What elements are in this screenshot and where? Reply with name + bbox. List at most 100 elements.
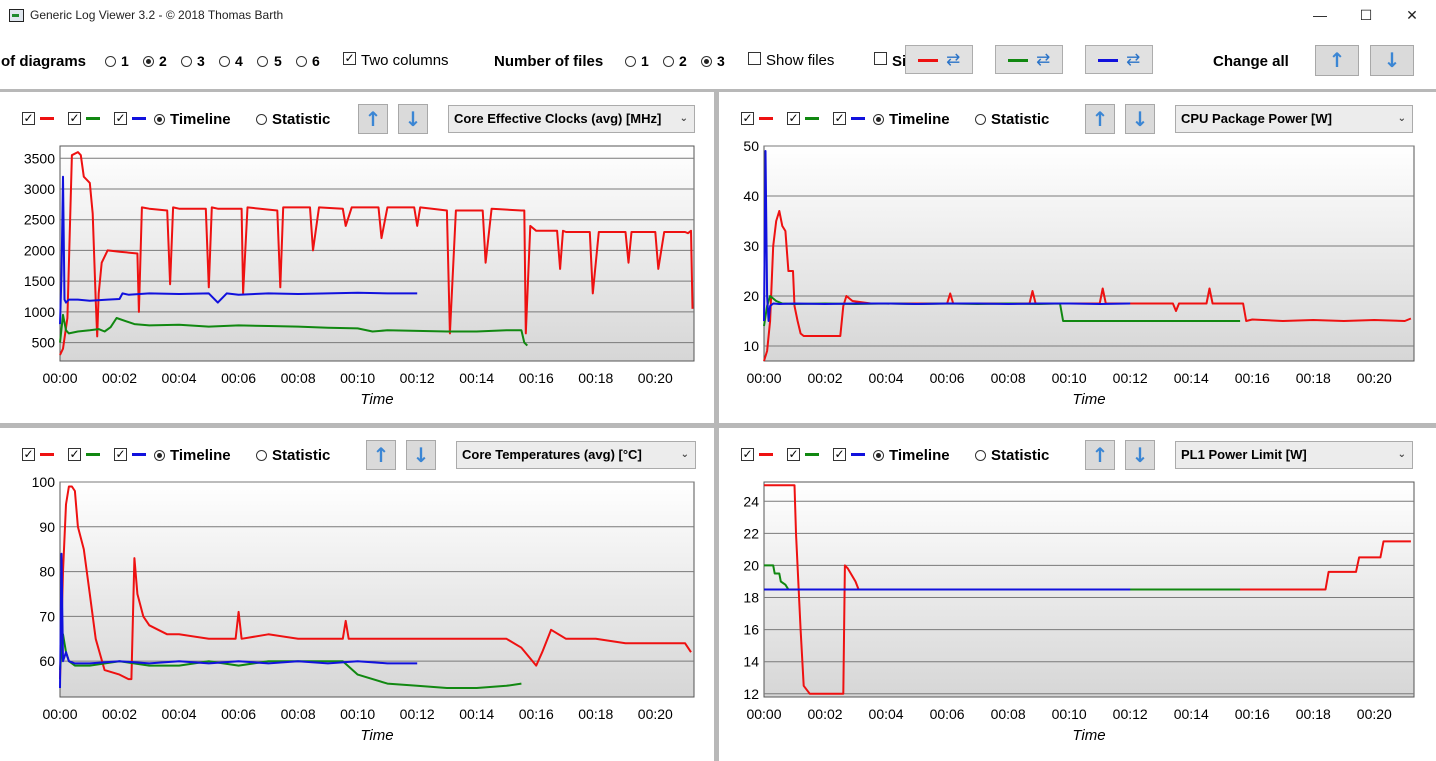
file3-color-swatch [1098, 59, 1118, 62]
file2-line-swatch [805, 453, 819, 456]
diagrams-option-2: 2 [159, 53, 167, 69]
series-line-file1 [59, 151, 694, 356]
number-of-files-label: Number of files [494, 53, 604, 70]
arrow-down-icon: ↓ [1131, 443, 1149, 467]
series-line-file3 [59, 552, 418, 689]
line-chart: 12 14 16 18 20 22 24 00:00 00:02 00:04 00:06 00:08 0… [743, 481, 1415, 744]
diagrams-option-5: 5 [274, 53, 282, 69]
toolbar-divider [0, 89, 1436, 92]
y-tick-label: 1000 [24, 304, 55, 320]
diagrams-radio-5[interactable] [257, 56, 268, 67]
x-tick-label: 00:16 [519, 706, 554, 722]
y-tick-label: 30 [743, 238, 759, 254]
file2-visible-checkbox[interactable]: ✓ [787, 447, 800, 461]
panel-controls: ✓ ✓ ✓ Timeline Statistic ↑ ↓ Core Temperatures … [0, 428, 714, 470]
file2-sync-button[interactable]: ⇄ [995, 45, 1063, 74]
move-up-button[interactable]: ↑ [1085, 440, 1115, 470]
arrow-down-icon: ↓ [1383, 48, 1401, 72]
move-down-button[interactable]: ↓ [1125, 104, 1155, 134]
chevron-down-icon: ⌄ [679, 113, 688, 124]
row-splitter[interactable] [0, 423, 1436, 428]
file2-visible-checkbox[interactable]: ✓ [68, 111, 81, 125]
title-bar: Generic Log Viewer 3.2 - © 2018 Thomas B… [0, 0, 1436, 30]
move-up-button[interactable]: ↑ [358, 104, 388, 134]
sensor-select[interactable]: Core Effective Clocks (avg) [MHz] ⌄ [448, 105, 695, 133]
move-up-button[interactable]: ↑ [366, 440, 396, 470]
files-radio-1[interactable] [625, 56, 636, 67]
change-all-down-button[interactable]: ↓ [1370, 45, 1414, 76]
show-files-checkbox[interactable] [748, 52, 761, 65]
y-tick-label: 20 [743, 288, 759, 304]
show-files-label: Show files [766, 52, 835, 69]
diagrams-label: of diagrams [1, 53, 87, 70]
file1-visible-checkbox[interactable]: ✓ [741, 447, 754, 461]
diagrams-radio-4[interactable] [219, 56, 230, 67]
move-down-button[interactable]: ↓ [1125, 440, 1155, 470]
file1-line-swatch [759, 453, 773, 456]
close-button[interactable]: ✕ [1406, 7, 1418, 23]
statistic-label: Statistic [991, 111, 1050, 128]
timeline-radio[interactable] [154, 114, 165, 125]
file1-visible-checkbox[interactable]: ✓ [22, 447, 35, 461]
statistic-radio[interactable] [256, 114, 267, 125]
file1-sync-button[interactable]: ⇄ [905, 45, 973, 74]
file3-line-swatch [132, 117, 146, 120]
move-down-button[interactable]: ↓ [406, 440, 436, 470]
timeline-label: Timeline [170, 447, 231, 464]
sensor-select-value: Core Effective Clocks (avg) [MHz] [454, 111, 662, 126]
files-radio-2[interactable] [663, 56, 674, 67]
file3-sync-button[interactable]: ⇄ [1085, 45, 1153, 74]
file3-visible-checkbox[interactable]: ✓ [833, 111, 846, 125]
diagram-panel-1: ✓ ✓ ✓ Timeline Statistic ↑ ↓ Core Effective Clo… [0, 92, 714, 423]
move-up-button[interactable]: ↑ [1085, 104, 1115, 134]
x-tick-label: 00:10 [340, 370, 375, 386]
x-tick-label: 00:08 [991, 370, 1026, 386]
file3-visible-checkbox[interactable]: ✓ [114, 111, 127, 125]
y-tick-label: 40 [743, 188, 759, 204]
statistic-label: Statistic [991, 447, 1050, 464]
x-tick-label: 00:08 [281, 370, 316, 386]
change-all-label: Change all [1213, 53, 1289, 70]
minimize-button[interactable]: — [1313, 7, 1327, 23]
timeline-radio[interactable] [873, 450, 884, 461]
diagrams-radio-2[interactable] [143, 56, 154, 67]
file1-visible-checkbox[interactable]: ✓ [741, 111, 754, 125]
x-tick-label: 00:06 [930, 706, 965, 722]
file3-visible-checkbox[interactable]: ✓ [114, 447, 127, 461]
file2-visible-checkbox[interactable]: ✓ [68, 447, 81, 461]
chevron-down-icon: ⌄ [1397, 449, 1406, 460]
statistic-radio[interactable] [256, 450, 267, 461]
x-tick-label: 00:00 [42, 370, 77, 386]
si-label: Si [892, 53, 907, 70]
x-tick-label: 00:20 [638, 706, 673, 722]
timeline-radio[interactable] [873, 114, 884, 125]
x-tick-label: 00:16 [1235, 370, 1270, 386]
y-tick-label: 3500 [24, 150, 55, 166]
file3-line-swatch [851, 117, 865, 120]
file1-visible-checkbox[interactable]: ✓ [22, 111, 35, 125]
two-columns-checkbox[interactable]: ✓ [343, 51, 356, 65]
change-all-up-button[interactable]: ↑ [1315, 45, 1359, 76]
file2-visible-checkbox[interactable]: ✓ [787, 111, 800, 125]
diagram-panel-4: ✓ ✓ ✓ Timeline Statistic ↑ ↓ PL1 Power Limit [W… [719, 428, 1436, 761]
y-tick-label: 20 [743, 557, 759, 573]
timeline-radio[interactable] [154, 450, 165, 461]
si-checkbox[interactable] [874, 52, 887, 65]
x-tick-label: 00:20 [1357, 370, 1392, 386]
sensor-select[interactable]: Core Temperatures (avg) [°C] ⌄ [456, 441, 696, 469]
sensor-select[interactable]: PL1 Power Limit [W] ⌄ [1175, 441, 1413, 469]
move-down-button[interactable]: ↓ [398, 104, 428, 134]
file3-visible-checkbox[interactable]: ✓ [833, 447, 846, 461]
maximize-button[interactable]: ☐ [1359, 7, 1373, 23]
y-tick-label: 90 [39, 519, 55, 535]
statistic-radio[interactable] [975, 450, 986, 461]
sensor-select[interactable]: CPU Package Power [W] ⌄ [1175, 105, 1413, 133]
diagrams-radio-3[interactable] [181, 56, 192, 67]
diagrams-radio-6[interactable] [296, 56, 307, 67]
diagrams-radio-1[interactable] [105, 56, 116, 67]
sensor-select-value: CPU Package Power [W] [1181, 111, 1332, 126]
files-radio-3[interactable] [701, 56, 712, 67]
y-tick-label: 16 [743, 622, 759, 638]
statistic-radio[interactable] [975, 114, 986, 125]
series-line-file1 [59, 485, 692, 681]
